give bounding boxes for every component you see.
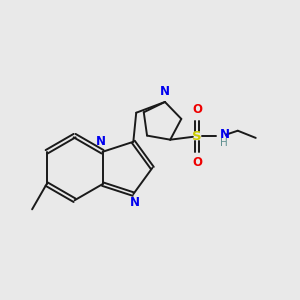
Text: O: O xyxy=(192,103,202,116)
Text: N: N xyxy=(130,196,140,209)
Text: S: S xyxy=(192,130,202,142)
Text: N: N xyxy=(160,85,170,98)
Text: N: N xyxy=(96,135,106,148)
Text: H: H xyxy=(220,138,228,148)
Text: N: N xyxy=(220,128,230,141)
Text: O: O xyxy=(192,156,202,169)
